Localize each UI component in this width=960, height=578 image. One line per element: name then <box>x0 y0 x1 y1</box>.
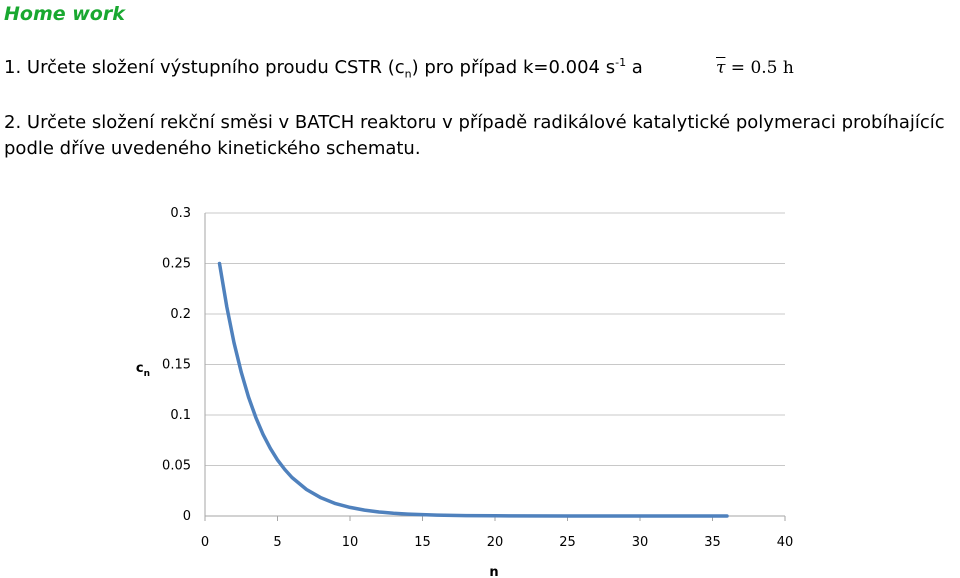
task-1-subscript: n <box>404 67 412 81</box>
chart-gridlines <box>205 212 785 466</box>
x-tick-label: 35 <box>704 535 721 550</box>
tau-equation: τ = 0.5 h <box>716 58 794 78</box>
x-tick-label: 10 <box>342 535 359 550</box>
task-2-line-2: podle dříve uvedeného kinetického schema… <box>4 138 421 159</box>
y-tick-label: 0.3 <box>170 206 191 221</box>
x-tick-label: 5 <box>273 535 281 550</box>
task-1-text-after: a <box>626 57 643 78</box>
x-tick-label: 40 <box>777 535 794 550</box>
y-tick-label: 0.15 <box>162 358 191 373</box>
y-tick-label: 0.25 <box>162 257 191 272</box>
series-line <box>217 261 729 518</box>
y-tick-label: 0 <box>183 509 191 524</box>
x-tick-label: 0 <box>201 535 209 550</box>
task-1: 1. Určete složení výstupního proudu CSTR… <box>4 56 643 81</box>
y-axis-label: cn <box>136 361 150 379</box>
y-tick-label: 0.1 <box>170 408 191 423</box>
page-title: Home work <box>4 3 125 25</box>
x-tick-label: 20 <box>487 535 504 550</box>
y-axis-ticks: 0 0.05 0.1 0.15 0.2 0.25 0.3 <box>162 206 191 524</box>
tau-value: = 0.5 h <box>725 58 794 78</box>
y-tick-label: 0.2 <box>170 307 191 322</box>
x-tick-label: 15 <box>414 535 431 550</box>
chart-series <box>217 261 729 518</box>
task-2-line-1: 2. Určete složení rekční směsi v BATCH r… <box>4 112 945 133</box>
x-axis-ticks: 0 5 10 15 20 25 30 35 40 <box>201 516 793 550</box>
tau-symbol: τ <box>716 58 726 78</box>
task-1-text-mid: ) pro případ k=0.004 s <box>411 57 616 78</box>
y-axis-label-main: c <box>136 361 144 376</box>
y-axis-label-sub: n <box>144 369 150 379</box>
x-tick-label: 30 <box>632 535 649 550</box>
task-1-superscript: -1 <box>615 56 627 69</box>
task-2: 2. Určete složení rekční směsi v BATCH r… <box>4 110 945 162</box>
x-axis-label: n <box>489 565 498 578</box>
task-1-text-before: 1. Určete složení výstupního proudu CSTR… <box>4 57 405 78</box>
y-tick-label: 0.05 <box>162 459 191 474</box>
x-tick-label: 25 <box>559 535 576 550</box>
